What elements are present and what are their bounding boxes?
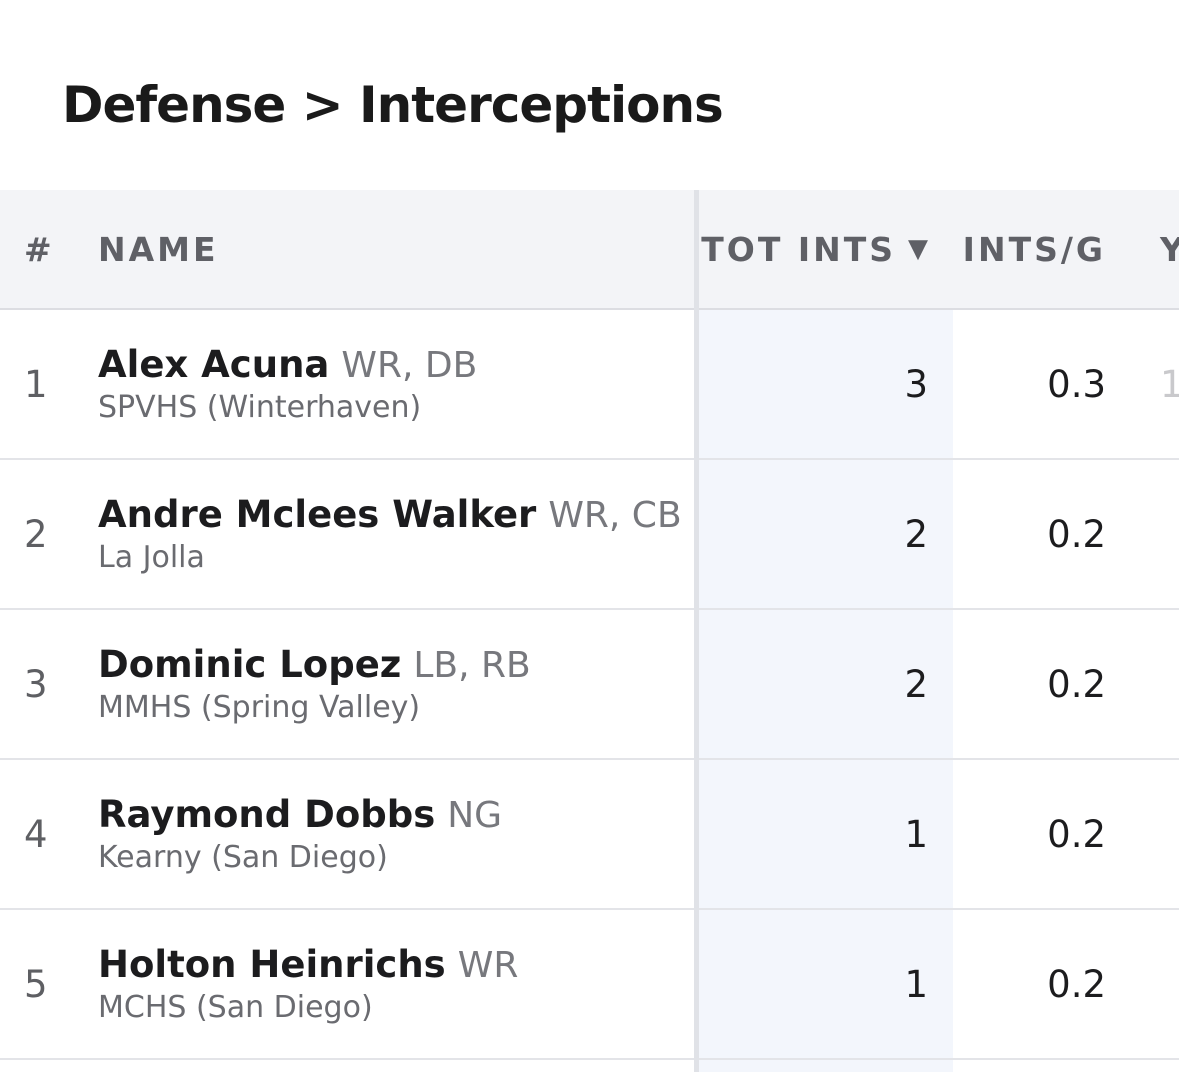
row-ints-per-game: 0.2 — [1047, 812, 1106, 856]
sorted-column-highlight — [699, 310, 953, 1072]
player-name-link[interactable]: Alex Acuna — [98, 343, 330, 386]
header-name-label: NAME — [98, 229, 219, 269]
row-player: Raymond Dobbs NG Kearny (San Diego) — [98, 760, 696, 908]
row-tot-ints: 2 — [904, 512, 928, 556]
player-position: LB, RB — [413, 645, 531, 686]
row-player: Alex Acuna WR, DB SPVHS (Winterhaven) — [98, 310, 696, 458]
page-title: Defense > Interceptions — [62, 76, 724, 134]
header-next-column[interactable]: Y — [1160, 229, 1179, 269]
table-header-row: # NAME TOT INTS ▼ INTS/G Y — [0, 190, 1179, 310]
row-tot-ints: 2 — [904, 662, 928, 706]
table-row[interactable]: 4 Raymond Dobbs NG Kearny (San Diego) 1 … — [0, 760, 1179, 910]
player-position: NG — [447, 795, 503, 836]
header-name[interactable]: NAME — [98, 190, 696, 308]
table-row[interactable]: 1 Alex Acuna WR, DB SPVHS (Winterhaven) … — [0, 310, 1179, 460]
row-player: Andre Mclees Walker WR, CB La Jolla — [98, 460, 696, 608]
player-team: MMHS (Spring Valley) — [98, 690, 421, 725]
row-player: Dominic Lopez LB, RB MMHS (Spring Valley… — [98, 610, 696, 758]
row-rank: 1 — [24, 362, 48, 406]
player-position: WR, DB — [341, 345, 478, 386]
player-team: La Jolla — [98, 540, 205, 575]
row-player: Holton Heinrichs WR MCHS (San Diego) — [98, 910, 696, 1058]
row-next-column: 1 — [1160, 362, 1179, 406]
row-ints-per-game: 0.3 — [1047, 362, 1106, 406]
player-team: MCHS (San Diego) — [98, 990, 373, 1025]
table-row[interactable]: 5 Holton Heinrichs WR MCHS (San Diego) 1… — [0, 910, 1179, 1060]
row-tot-ints: 3 — [904, 362, 928, 406]
row-next-column — [1130, 460, 1179, 608]
row-next-column — [1130, 610, 1179, 758]
row-next-column — [1130, 910, 1179, 1058]
row-tot-ints: 1 — [904, 962, 928, 1006]
header-ints-per-game[interactable]: INTS/G — [962, 229, 1106, 269]
row-rank: 2 — [24, 512, 48, 556]
player-name-link[interactable]: Holton Heinrichs — [98, 943, 446, 986]
player-name-link[interactable]: Dominic Lopez — [98, 643, 402, 686]
player-position: WR, CB — [548, 495, 682, 536]
table-row[interactable]: 3 Dominic Lopez LB, RB MMHS (Spring Vall… — [0, 610, 1179, 760]
row-ints-per-game: 0.2 — [1047, 962, 1106, 1006]
header-tot-ints-label: TOT INTS — [701, 229, 896, 269]
header-tot-ints[interactable]: TOT INTS ▼ — [698, 190, 952, 308]
row-rank: 4 — [24, 812, 48, 856]
player-name-link[interactable]: Andre Mclees Walker — [98, 493, 537, 536]
column-divider — [694, 190, 699, 1072]
player-name-link[interactable]: Raymond Dobbs — [98, 793, 436, 836]
table-row[interactable]: 2 Andre Mclees Walker WR, CB La Jolla 2 … — [0, 460, 1179, 610]
player-team: Kearny (San Diego) — [98, 840, 388, 875]
header-rank[interactable]: # — [24, 229, 55, 269]
row-next-column — [1130, 760, 1179, 908]
row-rank: 3 — [24, 662, 48, 706]
row-rank: 5 — [24, 962, 48, 1006]
player-team: SPVHS (Winterhaven) — [98, 390, 422, 425]
row-tot-ints: 1 — [904, 812, 928, 856]
row-ints-per-game: 0.2 — [1047, 512, 1106, 556]
player-position: WR — [457, 945, 519, 986]
row-ints-per-game: 0.2 — [1047, 662, 1106, 706]
caret-down-icon: ▼ — [908, 234, 928, 264]
stats-table: # NAME TOT INTS ▼ INTS/G Y 1 Alex Acuna … — [0, 190, 1179, 1072]
